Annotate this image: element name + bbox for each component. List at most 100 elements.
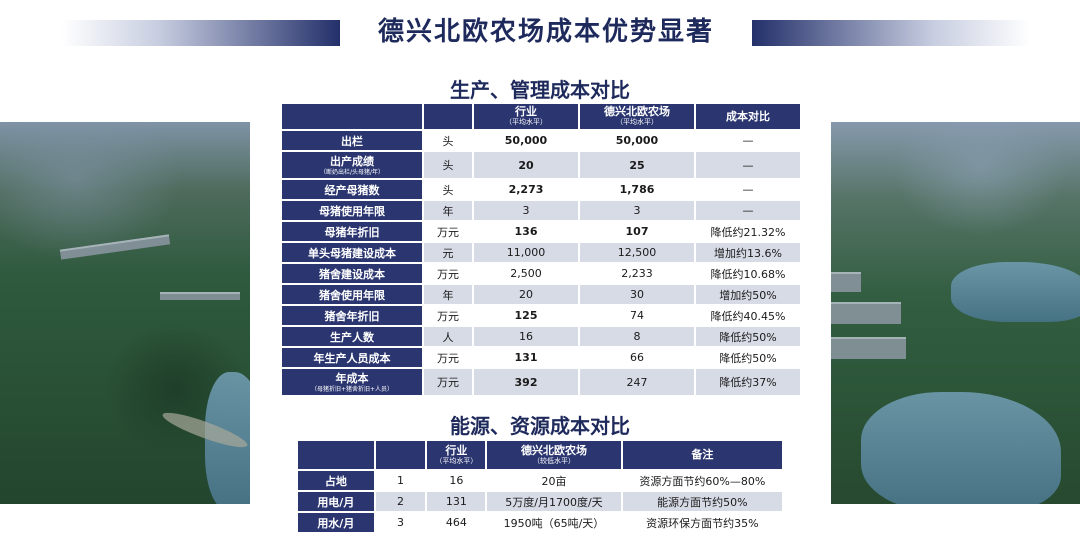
farm-building [831,272,861,292]
industry-cell: 11,000 [474,243,578,262]
row-label: 猪舍年折旧 [282,306,422,325]
unit-cell: 头 [424,131,472,150]
title-decoration-right [752,20,1030,46]
row-label: 母猪年折旧 [282,222,422,241]
col-header-item [282,104,422,129]
farm-cell: 50,000 [580,131,694,150]
table-header-row: 行业 （平均水平） 德兴北欧农场 （平均水平） 成本对比 [282,104,800,129]
compare-cell: 降低约50% [696,348,800,367]
landscape-photo-left [0,122,250,504]
industry-cell: 20 [474,285,578,304]
farm-cell: 66 [580,348,694,367]
row-label: 单头母猪建设成本 [282,243,422,262]
farm-cell: 5万度/月1700度/天 [487,492,621,511]
row-label: 用电/月 [298,492,374,511]
industry-cell: 50,000 [474,131,578,150]
table-row: 年成本 （母猪折旧+猪舍折旧+人员） 万元 392 247 降低约37% [282,369,800,395]
col-header-industry: 行业 （平均水平） [427,441,486,469]
table-row: 单头母猪建设成本 元 11,000 12,500 增加约13.6% [282,243,800,262]
col-header-industry: 行业 （平均水平） [474,104,578,129]
farm-cell: 20亩 [487,471,621,490]
unit-cell: 年 [424,201,472,220]
title-decoration-left [62,20,340,46]
table-row: 母猪使用年限 年 3 3 — [282,201,800,220]
compare-cell: — [696,152,800,178]
col-header-item [298,441,374,469]
compare-cell: 降低约10.68% [696,264,800,283]
farm-cell: 107 [580,222,694,241]
table-row: 经产母猪数 头 2,273 1,786 — [282,180,800,199]
unit-cell: 万元 [424,369,472,395]
compare-cell: — [696,131,800,150]
page-title: 德兴北欧农场成本优势显著 [377,17,714,47]
row-label: 占地 [298,471,374,490]
industry-cell: 131 [474,348,578,367]
compare-cell: 降低约50% [696,327,800,346]
table-row: 猪舍年折旧 万元 125 74 降低约40.45% [282,306,800,325]
col-header-farm: 德兴北欧农场 （平均水平） [580,104,694,129]
energy-section-title: 能源、资源成本对比 [450,414,630,438]
industry-cell: 131 [427,492,486,511]
industry-cell: 2,500 [474,264,578,283]
energy-cost-table: 行业 （平均水平） 德兴北欧农场 （较低水平） 备注 占地 1 16 20亩 资源方… [296,439,784,534]
farm-cell: 25 [580,152,694,178]
row-label: 用水/月 [298,513,374,532]
industry-cell: 2,273 [474,180,578,199]
unit-cell: 头 [424,152,472,178]
number-cell: 3 [375,513,426,532]
production-cost-table: 行业 （平均水平） 德兴北欧农场 （平均水平） 成本对比 出栏 头 50,000 5… [280,102,802,397]
farm-building [59,234,171,260]
col-header-number [375,441,426,469]
compare-cell: 降低约40.45% [696,306,800,325]
table-row: 用电/月 2 131 5万度/月1700度/天 能源方面节约50% [298,492,782,511]
industry-cell: 16 [474,327,578,346]
farm-cell: 30 [580,285,694,304]
farm-building [831,302,901,324]
row-label: 猪舍建设成本 [282,264,422,283]
compare-cell: 增加约13.6% [696,243,800,262]
table-row: 猪舍建设成本 万元 2,500 2,233 降低约10.68% [282,264,800,283]
compare-cell: — [696,201,800,220]
col-header-farm: 德兴北欧农场 （较低水平） [487,441,621,469]
industry-cell: 392 [474,369,578,395]
unit-cell: 万元 [424,264,472,283]
farm-cell: 1,786 [580,180,694,199]
unit-cell: 万元 [424,306,472,325]
col-header-compare: 成本对比 [696,104,800,129]
compare-cell: 增加约50% [696,285,800,304]
compare-cell: 降低约37% [696,369,800,395]
note-cell: 资源环保方面节约35% [622,513,782,532]
industry-cell: 3 [474,201,578,220]
farm-building [160,292,240,300]
farm-cell: 3 [580,201,694,220]
row-label: 年生产人员成本 [282,348,422,367]
compare-cell: 降低约21.32% [696,222,800,241]
row-label: 出栏 [282,131,422,150]
lake [951,262,1080,322]
industry-cell: 20 [474,152,578,178]
farm-cell: 8 [580,327,694,346]
production-section-title: 生产、管理成本对比 [450,78,630,102]
table-row: 年生产人员成本 万元 131 66 降低约50% [282,348,800,367]
col-header-note: 备注 [622,441,782,469]
row-label: 母猪使用年限 [282,201,422,220]
table-row: 出栏 头 50,000 50,000 — [282,131,800,150]
unit-cell: 年 [424,285,472,304]
col-header-unit [424,104,472,129]
farm-cell: 2,233 [580,264,694,283]
farm-cell: 247 [580,369,694,395]
unit-cell: 头 [424,180,472,199]
industry-cell: 464 [427,513,486,532]
industry-cell: 136 [474,222,578,241]
farm-cell: 12,500 [580,243,694,262]
row-label: 年成本 （母猪折旧+猪舍折旧+人员） [282,369,422,395]
unit-cell: 万元 [424,348,472,367]
unit-cell: 万元 [424,222,472,241]
industry-cell: 125 [474,306,578,325]
table-row: 出产成绩 （断奶出栏/头母猪/年） 头 20 25 — [282,152,800,178]
unit-cell: 人 [424,327,472,346]
table-row: 母猪年折旧 万元 136 107 降低约21.32% [282,222,800,241]
table-row: 占地 1 16 20亩 资源方面节约60%—80% [298,471,782,490]
landscape-photo-right [831,122,1080,504]
number-cell: 1 [375,471,426,490]
